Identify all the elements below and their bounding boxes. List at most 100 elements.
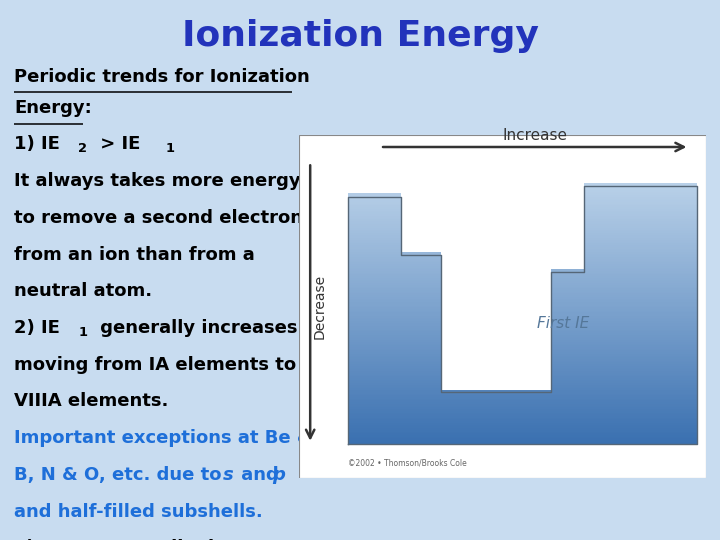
Bar xyxy=(584,193,698,197)
Bar xyxy=(551,293,584,297)
Bar xyxy=(400,387,441,390)
Bar xyxy=(551,376,584,380)
Bar xyxy=(584,285,698,288)
Bar xyxy=(584,373,698,376)
Bar xyxy=(441,437,551,440)
Bar xyxy=(348,356,400,359)
Bar xyxy=(400,416,441,420)
Bar xyxy=(584,288,698,292)
Bar xyxy=(400,276,441,280)
Bar xyxy=(348,212,400,216)
Bar xyxy=(400,257,441,261)
Bar xyxy=(348,343,400,347)
Bar xyxy=(584,248,698,252)
Bar xyxy=(348,325,400,328)
Bar xyxy=(348,326,400,330)
Bar xyxy=(584,292,698,295)
Bar xyxy=(348,423,400,427)
Bar xyxy=(441,409,551,413)
Text: 1: 1 xyxy=(166,143,174,156)
Bar xyxy=(584,309,698,313)
Bar xyxy=(584,335,698,339)
Bar xyxy=(584,395,698,399)
Bar xyxy=(348,394,400,397)
Bar xyxy=(348,297,400,300)
Bar xyxy=(348,428,400,431)
Bar xyxy=(400,354,441,357)
Bar xyxy=(348,380,400,383)
Bar xyxy=(348,361,400,364)
Bar xyxy=(584,283,698,287)
Bar xyxy=(348,231,400,235)
Bar xyxy=(551,397,584,401)
Bar xyxy=(441,416,551,420)
Bar xyxy=(551,369,584,373)
Bar xyxy=(584,195,698,199)
Bar xyxy=(551,364,584,368)
Bar xyxy=(348,388,400,392)
Bar xyxy=(400,278,441,281)
Bar xyxy=(400,326,441,330)
Bar xyxy=(348,238,400,242)
Bar xyxy=(348,418,400,421)
Bar xyxy=(348,350,400,354)
Bar xyxy=(400,362,441,366)
Bar xyxy=(551,302,584,306)
Bar xyxy=(551,414,584,418)
Bar xyxy=(441,401,551,404)
Text: B, N & O, etc. due to: B, N & O, etc. due to xyxy=(14,466,228,484)
Bar xyxy=(584,247,698,251)
Bar xyxy=(348,199,400,202)
Bar xyxy=(400,407,441,411)
Bar xyxy=(348,435,400,438)
Bar xyxy=(400,440,441,444)
Bar xyxy=(400,273,441,276)
Bar xyxy=(551,297,584,300)
Bar xyxy=(551,375,584,378)
Bar xyxy=(584,392,698,395)
Bar xyxy=(584,300,698,304)
Bar xyxy=(400,406,441,409)
Bar xyxy=(441,397,551,401)
Bar xyxy=(584,268,698,271)
Bar xyxy=(400,373,441,376)
Bar xyxy=(348,357,400,361)
Bar xyxy=(400,428,441,431)
Bar xyxy=(584,242,698,245)
Bar xyxy=(400,274,441,278)
Bar xyxy=(348,207,400,211)
Bar xyxy=(551,330,584,333)
Bar xyxy=(584,437,698,440)
Bar xyxy=(348,251,400,254)
Bar xyxy=(400,259,441,262)
Bar xyxy=(400,302,441,306)
Text: generally increases: generally increases xyxy=(94,319,297,337)
Bar xyxy=(348,395,400,399)
Bar xyxy=(584,383,698,387)
Bar xyxy=(348,349,400,352)
Bar xyxy=(551,390,584,394)
Bar xyxy=(584,297,698,300)
Bar xyxy=(551,373,584,376)
Bar xyxy=(551,399,584,402)
Bar xyxy=(348,424,400,428)
Bar xyxy=(551,395,584,399)
Bar xyxy=(551,332,584,335)
Bar xyxy=(551,401,584,404)
Bar xyxy=(348,235,400,238)
Bar xyxy=(400,285,441,288)
Bar xyxy=(551,278,584,281)
Bar xyxy=(348,323,400,326)
Bar xyxy=(400,433,441,437)
Bar xyxy=(584,435,698,438)
Bar xyxy=(400,333,441,336)
Bar xyxy=(348,228,400,231)
Bar xyxy=(584,280,698,283)
Bar xyxy=(348,409,400,413)
Bar xyxy=(400,376,441,380)
Bar xyxy=(400,420,441,423)
Bar xyxy=(441,402,551,406)
Bar xyxy=(400,335,441,339)
Bar xyxy=(551,407,584,411)
Bar xyxy=(348,237,400,240)
